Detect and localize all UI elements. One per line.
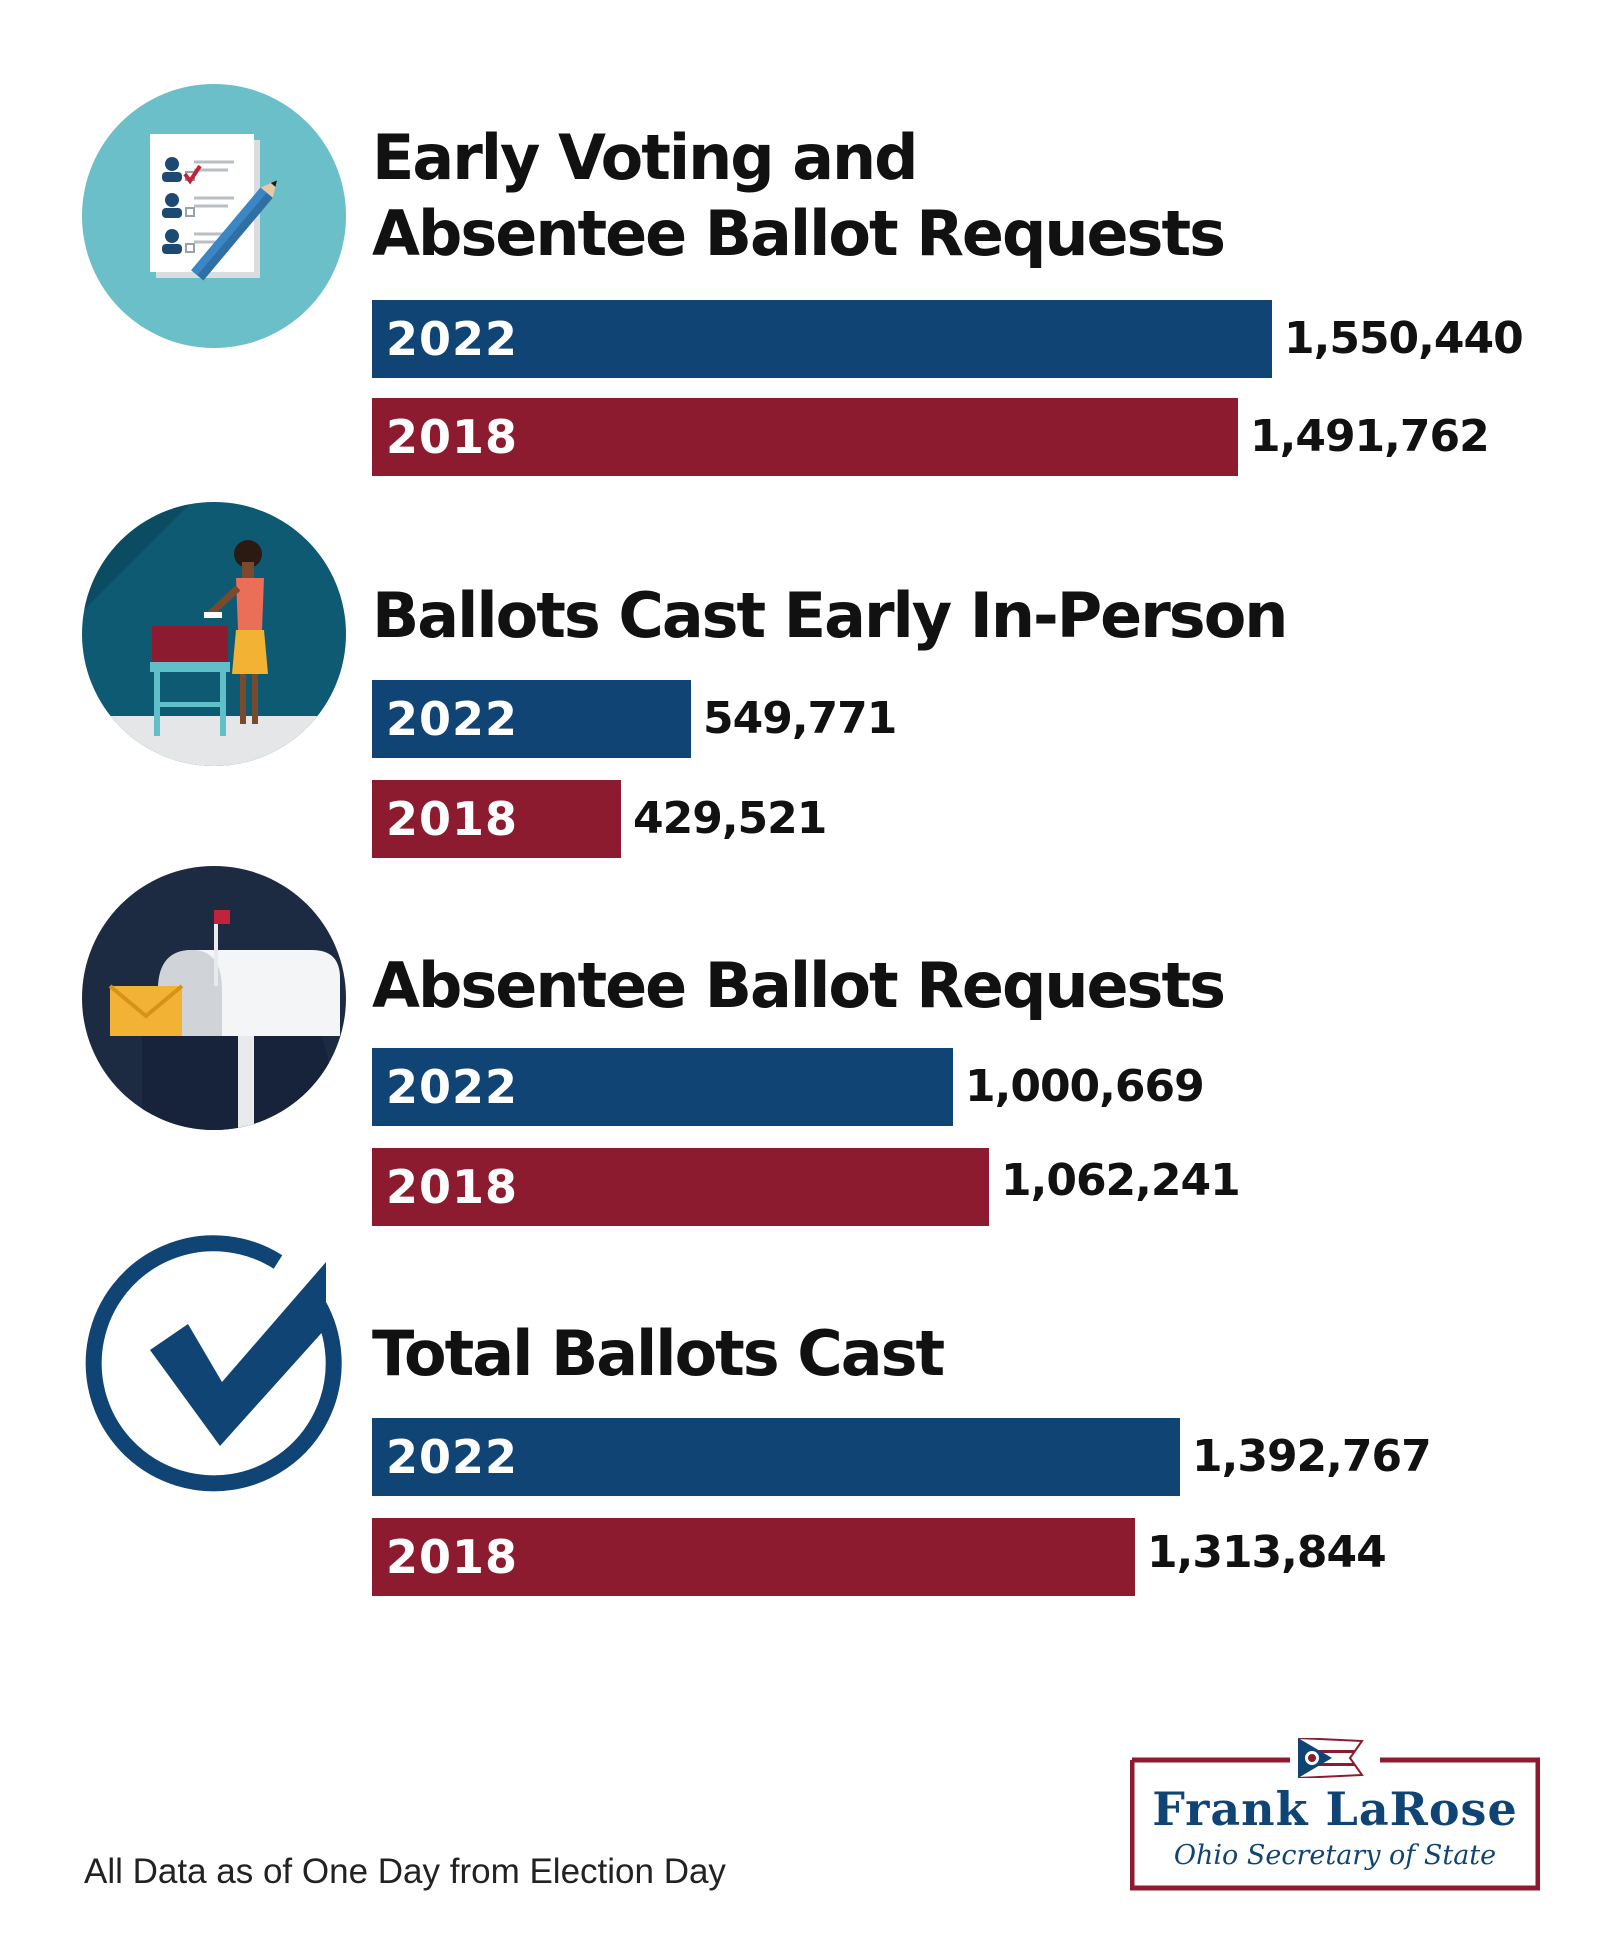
bar-2018: 2018 (372, 398, 1238, 476)
bar-2022: 2022 (372, 300, 1272, 378)
bar-year-label: 2022 (386, 1060, 519, 1114)
bar-year-label: 2022 (386, 312, 519, 366)
bar-year-label: 2018 (386, 1530, 519, 1584)
bar-year-label: 2018 (386, 1160, 519, 1214)
section-title: Ballots Cast Early In-Person (372, 579, 1288, 652)
bar-value-label: 1,550,440 (1284, 313, 1524, 364)
section-title-line1: Early Voting and (372, 121, 919, 194)
bar-value-label: 1,000,669 (965, 1061, 1205, 1112)
section-title-line2: Absentee Ballot Requests (372, 197, 1226, 270)
section-title: Total Ballots Cast (372, 1317, 945, 1390)
bar-year-label: 2022 (386, 692, 519, 746)
section-title: Absentee Ballot Requests (372, 949, 1226, 1022)
bar-2018: 2018 (372, 1518, 1135, 1596)
bar-2018: 2018 (372, 1148, 989, 1226)
bar-2022: 2022 (372, 680, 691, 758)
bar-year-label: 2022 (386, 1430, 519, 1484)
bar-value-label: 549,771 (703, 693, 897, 744)
mailbox-envelope-icon (82, 866, 346, 1130)
bar-2018: 2018 (372, 780, 621, 858)
checkmark-circle-icon (82, 1232, 346, 1496)
section-title: Early Voting and Absentee Ballot Request… (372, 120, 1226, 272)
footnote: All Data as of One Day from Election Day (84, 1852, 726, 1891)
logo-name: Frank LaRose (1152, 1782, 1518, 1836)
bar-value-label: 1,392,767 (1192, 1431, 1432, 1482)
bar-value-label: 1,062,241 (1001, 1155, 1241, 1206)
bar-value-label: 1,491,762 (1250, 411, 1490, 462)
bar-2022: 2022 (372, 1048, 953, 1126)
bar-2022: 2022 (372, 1418, 1180, 1496)
bar-value-label: 1,313,844 (1147, 1527, 1387, 1578)
bar-year-label: 2018 (386, 792, 519, 846)
logo-subtitle: Ohio Secretary of State (1173, 1840, 1497, 1871)
ballot-checklist-icon (82, 84, 346, 348)
bar-year-label: 2018 (386, 410, 519, 464)
voter-at-ballot-box-icon (82, 502, 346, 766)
ohio-flag-icon (1297, 1736, 1374, 1780)
logo: Frank LaRose Ohio Secretary of State (1130, 1736, 1540, 1894)
bar-value-label: 429,521 (633, 793, 827, 844)
